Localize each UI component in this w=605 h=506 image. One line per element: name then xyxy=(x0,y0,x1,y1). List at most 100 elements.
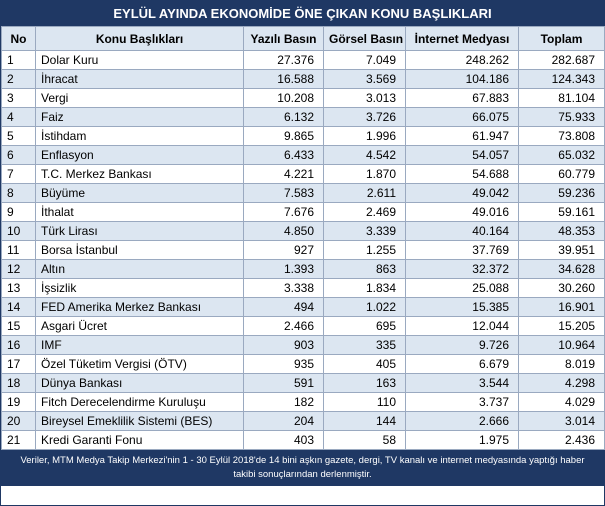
topic-cell: Faiz xyxy=(35,107,244,127)
footnote: Veriler, MTM Medya Takip Merkezi'nin 1 -… xyxy=(1,450,604,486)
count-cell: 335 xyxy=(323,335,406,355)
table-row: 8 Büyüme 7.583 2.611 49.042 59.236 xyxy=(1,183,605,203)
count-cell: 32.372 xyxy=(405,259,519,279)
topic-cell: Asgari Ücret xyxy=(35,316,244,336)
row-number: 13 xyxy=(1,278,36,298)
count-cell: 48.353 xyxy=(518,221,605,241)
count-cell: 1.022 xyxy=(323,297,406,317)
table-body: 1 Dolar Kuru 27.376 7.049 248.262 282.687 2 İhr… xyxy=(1,50,605,450)
table-row: 5 İstihdam 9.865 1.996 61.947 73.808 xyxy=(1,126,605,146)
count-cell: 3.569 xyxy=(323,69,406,89)
count-cell: 16.901 xyxy=(518,297,605,317)
count-cell: 903 xyxy=(243,335,324,355)
count-cell: 1.255 xyxy=(323,240,406,260)
count-cell: 9.726 xyxy=(405,335,519,355)
count-cell: 3.726 xyxy=(323,107,406,127)
count-cell: 37.769 xyxy=(405,240,519,260)
count-cell: 3.013 xyxy=(323,88,406,108)
row-number: 1 xyxy=(1,50,36,70)
count-cell: 25.088 xyxy=(405,278,519,298)
count-cell: 59.161 xyxy=(518,202,605,222)
table-row: 9 İthalat 7.676 2.469 49.016 59.161 xyxy=(1,202,605,222)
topic-cell: Türk Lirası xyxy=(35,221,244,241)
column-header: No xyxy=(1,26,36,51)
topic-cell: İstihdam xyxy=(35,126,244,146)
count-cell: 49.042 xyxy=(405,183,519,203)
row-number: 9 xyxy=(1,202,36,222)
count-cell: 6.132 xyxy=(243,107,324,127)
row-number: 8 xyxy=(1,183,36,203)
table-row: 12 Altın 1.393 863 32.372 34.628 xyxy=(1,259,605,279)
topic-cell: Enflasyon xyxy=(35,145,244,165)
count-cell: 403 xyxy=(243,430,324,450)
count-cell: 2.666 xyxy=(405,411,519,431)
count-cell: 3.014 xyxy=(518,411,605,431)
count-cell: 3.338 xyxy=(243,278,324,298)
count-cell: 863 xyxy=(323,259,406,279)
count-cell: 27.376 xyxy=(243,50,324,70)
count-cell: 591 xyxy=(243,373,324,393)
row-number: 16 xyxy=(1,335,36,355)
count-cell: 1.393 xyxy=(243,259,324,279)
count-cell: 4.850 xyxy=(243,221,324,241)
count-cell: 4.542 xyxy=(323,145,406,165)
count-cell: 248.262 xyxy=(405,50,519,70)
count-cell: 6.433 xyxy=(243,145,324,165)
table-row: 17 Özel Tüketim Vergisi (ÖTV) 935 405 6.679 8… xyxy=(1,354,605,374)
count-cell: 282.687 xyxy=(518,50,605,70)
column-header: İnternet Medyası xyxy=(405,26,519,51)
count-cell: 927 xyxy=(243,240,324,260)
row-number: 12 xyxy=(1,259,36,279)
column-header: Konu Başlıkları xyxy=(35,26,244,51)
count-cell: 54.057 xyxy=(405,145,519,165)
row-number: 4 xyxy=(1,107,36,127)
count-cell: 59.236 xyxy=(518,183,605,203)
topic-cell: Kredi Garanti Fonu xyxy=(35,430,244,450)
table-row: 1 Dolar Kuru 27.376 7.049 248.262 282.687 xyxy=(1,50,605,70)
row-number: 21 xyxy=(1,430,36,450)
count-cell: 34.628 xyxy=(518,259,605,279)
count-cell: 67.883 xyxy=(405,88,519,108)
table-row: 13 İşsizlik 3.338 1.834 25.088 30.260 xyxy=(1,278,605,298)
table-row: 15 Asgari Ücret 2.466 695 12.044 15.205 xyxy=(1,316,605,336)
column-header: Yazılı Basın xyxy=(243,26,324,51)
row-number: 19 xyxy=(1,392,36,412)
table-row: 7 T.C. Merkez Bankası 4.221 1.870 54.688 60.7… xyxy=(1,164,605,184)
topic-cell: İşsizlik xyxy=(35,278,244,298)
topic-cell: FED Amerika Merkez Bankası xyxy=(35,297,244,317)
topic-cell: Dünya Bankası xyxy=(35,373,244,393)
row-number: 20 xyxy=(1,411,36,431)
count-cell: 182 xyxy=(243,392,324,412)
count-cell: 3.544 xyxy=(405,373,519,393)
count-cell: 144 xyxy=(323,411,406,431)
count-cell: 39.951 xyxy=(518,240,605,260)
row-number: 6 xyxy=(1,145,36,165)
topic-cell: Borsa İstanbul xyxy=(35,240,244,260)
count-cell: 49.016 xyxy=(405,202,519,222)
count-cell: 1.996 xyxy=(323,126,406,146)
count-cell: 73.808 xyxy=(518,126,605,146)
count-cell: 163 xyxy=(323,373,406,393)
row-number: 7 xyxy=(1,164,36,184)
table-title: EYLÜL AYINDA EKONOMİDE ÖNE ÇIKAN KONU BA… xyxy=(1,1,604,26)
count-cell: 15.205 xyxy=(518,316,605,336)
count-cell: 81.104 xyxy=(518,88,605,108)
topic-cell: İthalat xyxy=(35,202,244,222)
count-cell: 2.436 xyxy=(518,430,605,450)
count-cell: 66.075 xyxy=(405,107,519,127)
row-number: 18 xyxy=(1,373,36,393)
count-cell: 30.260 xyxy=(518,278,605,298)
row-number: 15 xyxy=(1,316,36,336)
count-cell: 124.343 xyxy=(518,69,605,89)
count-cell: 61.947 xyxy=(405,126,519,146)
column-header: Görsel Basın xyxy=(323,26,406,51)
topic-cell: İhracat xyxy=(35,69,244,89)
row-number: 17 xyxy=(1,354,36,374)
topic-cell: IMF xyxy=(35,335,244,355)
table-row: 2 İhracat 16.588 3.569 104.186 124.343 xyxy=(1,69,605,89)
count-cell: 40.164 xyxy=(405,221,519,241)
topic-cell: Fitch Derecelendirme Kuruluşu xyxy=(35,392,244,412)
count-cell: 10.964 xyxy=(518,335,605,355)
count-cell: 1.975 xyxy=(405,430,519,450)
count-cell: 2.466 xyxy=(243,316,324,336)
